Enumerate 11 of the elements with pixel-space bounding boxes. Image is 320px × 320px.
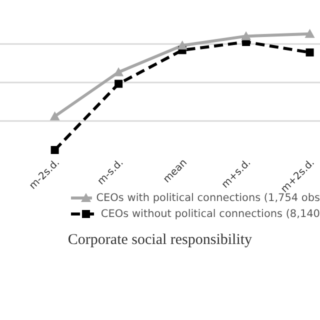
point [304,28,315,38]
point [177,40,188,50]
point [114,80,123,88]
legend-label: CEOs with political connections (1,754 obs [96,192,320,204]
point [50,111,60,120]
point [306,48,314,56]
point [241,31,252,40]
x-axis-title: Corporate social responsibility [66,232,254,249]
point [50,146,59,154]
legend-label: CEOs without political connections (8,140 [100,208,320,220]
point [114,67,124,76]
